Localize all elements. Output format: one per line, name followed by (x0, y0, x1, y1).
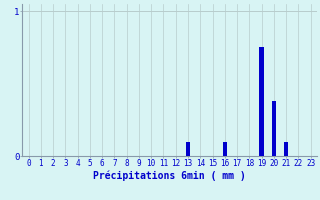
Bar (186, 142, 190, 156)
Bar (260, 47, 264, 156)
Bar (272, 101, 276, 156)
Bar (223, 142, 227, 156)
Bar (284, 142, 288, 156)
X-axis label: Précipitations 6min ( mm ): Précipitations 6min ( mm ) (93, 171, 246, 181)
